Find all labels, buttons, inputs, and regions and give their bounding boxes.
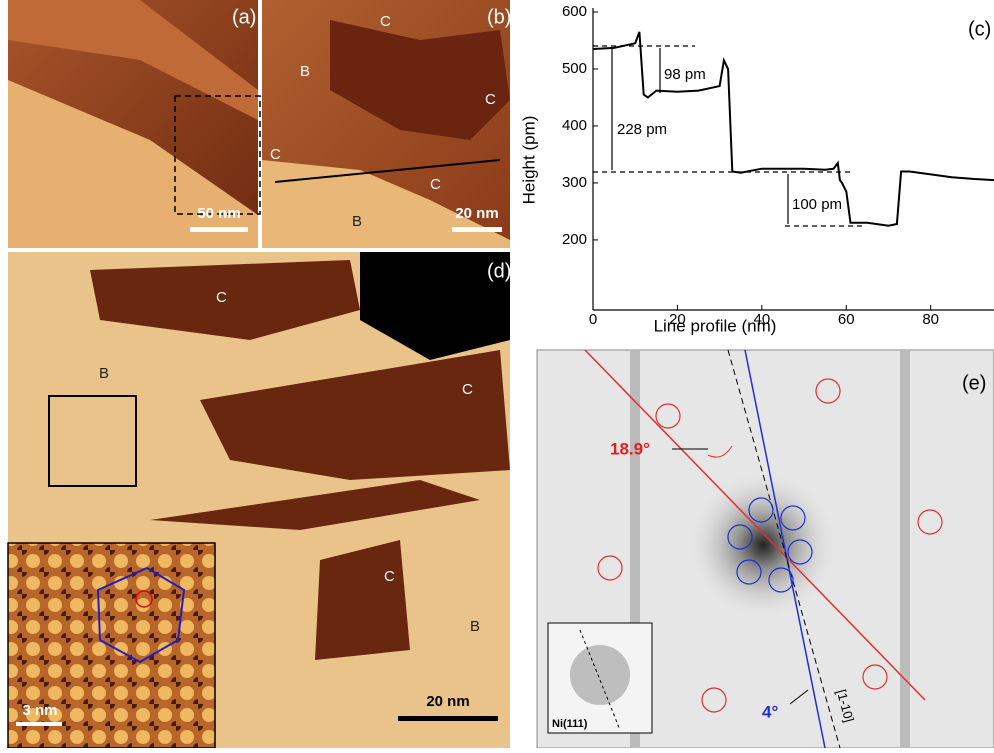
region-label: B	[352, 213, 362, 230]
region-label: B	[470, 618, 480, 635]
figure: (a) 50 nm (b) C B C C C B 20 nm (d) C B …	[0, 0, 994, 748]
region-label: C	[430, 176, 441, 193]
panel-label: (a)	[232, 6, 256, 28]
panel-label: (d)	[487, 260, 511, 282]
y-tick-label: 400	[562, 117, 587, 134]
scale-bar: 3 nm	[22, 702, 57, 719]
angle-label: 4°	[762, 702, 778, 721]
scale-bar: 50 nm	[197, 205, 240, 222]
region-label: B	[99, 365, 109, 382]
x-tick-label: 80	[922, 311, 939, 328]
region-label: C	[216, 289, 227, 306]
panel-a: (a) 50 nm	[8, 0, 260, 248]
panel-label: (e)	[962, 372, 986, 394]
x-tick-label: 60	[838, 311, 855, 328]
scale-bar: 20 nm	[455, 205, 498, 222]
x-tick-label: 20	[669, 311, 686, 328]
panel-d: (d) C B C C B 20 nm 3 nm	[8, 252, 511, 748]
panel-c: (c) Height (pm) Line profile (nm) 98 pm …	[519, 3, 994, 336]
panel-b: (b) C B C C C B 20 nm	[262, 0, 511, 248]
y-tick-label: 600	[562, 3, 587, 20]
y-tick-label: 200	[562, 231, 587, 248]
panel-label: (c)	[968, 18, 991, 40]
y-tick-label: 300	[562, 174, 587, 191]
annotation: 98 pm	[664, 66, 706, 83]
panel-e: 18.9° 4° [1-10] (e) Ni(111)	[537, 350, 994, 748]
region-label: C	[384, 568, 395, 585]
region-label: B	[300, 63, 310, 80]
region-label: C	[380, 13, 391, 30]
annotation: 100 pm	[792, 196, 842, 213]
inset-label: Ni(111)	[552, 718, 588, 730]
x-tick-label: 40	[753, 311, 770, 328]
x-tick-label: 0	[589, 311, 597, 328]
annotation: 228 pm	[617, 121, 667, 138]
region-label: C	[270, 146, 281, 163]
angle-label: 18.9°	[610, 439, 650, 458]
region-label: C	[485, 91, 496, 108]
panel-label: (b)	[487, 6, 511, 28]
region-label: C	[462, 381, 473, 398]
y-tick-label: 500	[562, 60, 587, 77]
scale-bar: 20 nm	[426, 693, 469, 710]
y-axis-title: Height (pm)	[519, 116, 538, 205]
